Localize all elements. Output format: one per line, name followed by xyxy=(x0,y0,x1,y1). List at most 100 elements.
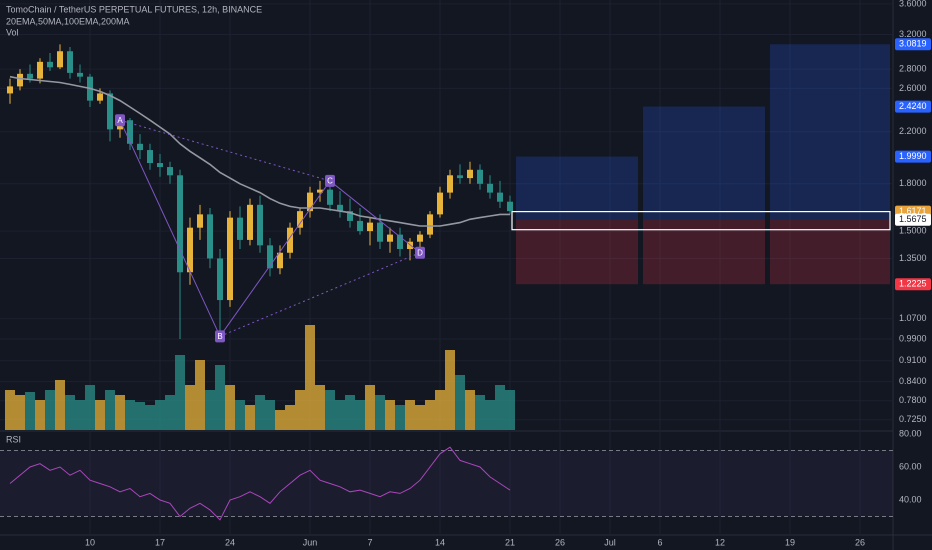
volume-bar xyxy=(475,395,485,430)
candle-body xyxy=(477,169,483,184)
candle-body xyxy=(447,175,453,193)
series-line xyxy=(9,75,510,227)
y-tick-label: 1.8000 xyxy=(899,178,927,188)
pattern-point xyxy=(325,174,335,187)
candle-body xyxy=(97,93,103,101)
pattern-label: A xyxy=(117,116,123,125)
y-tick-label: 0.7800 xyxy=(899,395,927,405)
volume-bar xyxy=(405,400,415,430)
price-tag xyxy=(895,278,931,291)
candle-body xyxy=(147,150,153,164)
pattern-guide xyxy=(219,252,421,337)
candle-body xyxy=(77,72,83,77)
candle-body xyxy=(227,217,233,301)
volume-bar xyxy=(395,405,405,430)
candle-body xyxy=(297,211,303,228)
volume-bar xyxy=(195,360,205,430)
volume-bar xyxy=(285,405,295,430)
y-tick-label: 2.8000 xyxy=(899,64,927,74)
pattern-guide xyxy=(119,119,331,182)
stop-zone xyxy=(516,219,638,285)
volume-bar xyxy=(105,390,115,430)
volume-bar xyxy=(465,390,475,430)
stop-zone xyxy=(770,219,890,285)
rsi-title: RSI xyxy=(6,434,21,444)
pattern-label: D xyxy=(417,248,423,257)
candle-body xyxy=(187,227,193,273)
candle-body xyxy=(237,217,243,240)
price-tag-label: 1.5675 xyxy=(899,214,927,224)
target-zone xyxy=(770,44,890,220)
price-tag-label: 3.0819 xyxy=(899,39,927,49)
pattern-label: B xyxy=(217,332,222,341)
y-tick-label: 1.3500 xyxy=(899,253,927,263)
y-tick-label: 0.9100 xyxy=(899,355,927,365)
volume-bar xyxy=(325,390,335,430)
candle-body xyxy=(177,175,183,273)
candle-body xyxy=(27,73,33,79)
candle-body xyxy=(377,222,383,242)
y-tick-label: 80.00 xyxy=(899,428,922,438)
volume-bar xyxy=(45,390,55,430)
candle-body xyxy=(247,204,253,240)
candle-body xyxy=(337,204,343,212)
candle-body xyxy=(347,211,353,221)
price-tag xyxy=(895,213,931,226)
x-tick-label: Jul xyxy=(604,537,616,547)
volume-bar xyxy=(175,355,185,430)
volume-bar xyxy=(215,365,225,430)
candle-body xyxy=(437,192,443,215)
volume-bar xyxy=(205,390,215,430)
x-tick-label: 10 xyxy=(85,537,95,547)
chart-title: TomoChain / TetherUS PERPETUAL FUTURES, … xyxy=(6,4,262,14)
candle-body xyxy=(137,143,143,151)
y-tick-label: 0.8400 xyxy=(899,376,927,386)
candle-body xyxy=(367,222,373,232)
volume-bar xyxy=(355,400,365,430)
volume-bar xyxy=(315,385,325,430)
x-tick-label: Jun xyxy=(303,537,318,547)
candle-body xyxy=(127,120,133,144)
current-box xyxy=(511,211,891,231)
volume-bar xyxy=(65,395,75,430)
series-line xyxy=(9,446,511,521)
y-tick-label: 1.5000 xyxy=(899,225,927,235)
volume-bar xyxy=(235,400,245,430)
candle-body xyxy=(497,192,503,202)
volume-bar xyxy=(125,400,135,430)
candle-body xyxy=(457,175,463,179)
volume-bar xyxy=(5,390,15,430)
candle-body xyxy=(487,183,493,193)
volume-bar xyxy=(485,400,495,430)
y-tick-label: 40.00 xyxy=(899,494,922,504)
volume-bar xyxy=(385,400,395,430)
pattern-point xyxy=(415,246,425,259)
volume-bar xyxy=(425,400,435,430)
rsi-band xyxy=(0,450,893,517)
candle-body xyxy=(277,252,283,269)
x-tick-label: 14 xyxy=(435,537,445,547)
pattern-point xyxy=(115,114,125,127)
candle-body xyxy=(7,86,13,94)
volume-bar xyxy=(275,410,285,430)
candle-body xyxy=(47,61,53,68)
y-tick-label: 2.2000 xyxy=(899,126,927,136)
x-tick-label: 17 xyxy=(155,537,165,547)
y-tick-label: 2.6000 xyxy=(899,83,927,93)
indicator-legend: 20EMA,50MA,100EMA,200MA xyxy=(6,16,130,26)
x-tick-label: 19 xyxy=(785,537,795,547)
y-tick-label: 60.00 xyxy=(899,461,922,471)
candle-body xyxy=(197,214,203,228)
volume-bar xyxy=(335,400,345,430)
volume-bar xyxy=(415,405,425,430)
x-tick-label: 21 xyxy=(505,537,515,547)
volume-bar xyxy=(265,400,275,430)
price-tag xyxy=(895,38,931,51)
y-tick-label: 0.9900 xyxy=(899,333,927,343)
target-zone xyxy=(643,106,765,220)
candle-body xyxy=(387,234,393,242)
price-tag-label: 1.6171 xyxy=(899,206,927,216)
volume-bar xyxy=(495,385,505,430)
